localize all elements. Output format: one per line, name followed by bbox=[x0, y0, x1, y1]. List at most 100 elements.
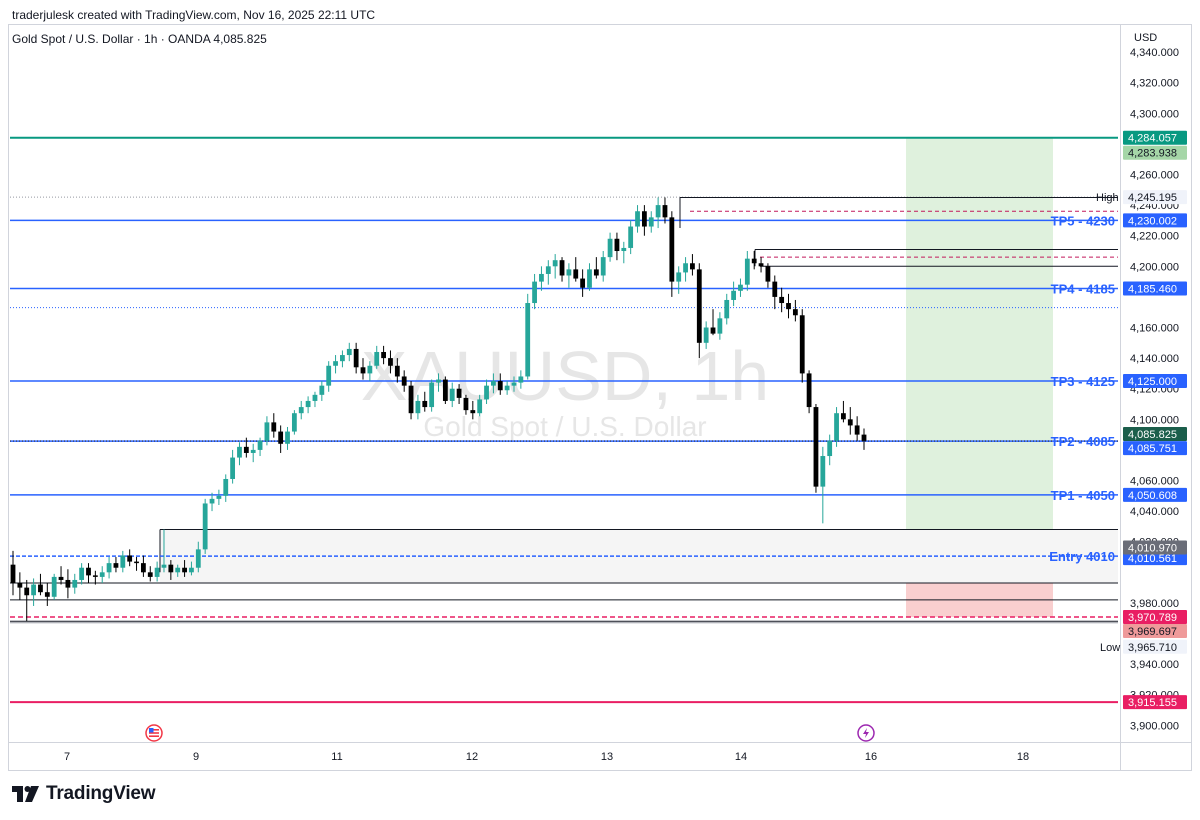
stop-price-tag-bg bbox=[1123, 695, 1187, 710]
candle-body bbox=[841, 413, 846, 420]
candle-body bbox=[449, 388, 455, 401]
candle-body bbox=[703, 327, 709, 343]
candle-body bbox=[491, 381, 496, 386]
candle-body bbox=[580, 278, 586, 288]
symbol-legend[interactable]: Gold Spot / U.S. Dollar · 1h · OANDA 4,0… bbox=[12, 32, 267, 46]
candle-body bbox=[319, 385, 325, 395]
candle-body bbox=[463, 397, 469, 411]
price-chart[interactable]: XAUUSD, 1h Gold Spot / U.S. Dollar TP5 -… bbox=[0, 0, 1200, 780]
candle-body bbox=[436, 379, 441, 383]
level-price-tag: 4,010.561 bbox=[1128, 553, 1177, 565]
candle-body bbox=[209, 498, 215, 504]
candle-body bbox=[738, 284, 743, 291]
candle-body bbox=[154, 567, 160, 577]
level-price-tag: 4,185.460 bbox=[1128, 284, 1177, 296]
candle-body bbox=[360, 367, 366, 374]
candle-body bbox=[676, 272, 682, 282]
candle-body bbox=[278, 431, 284, 444]
low-price-tag: 3,965.710 bbox=[1128, 642, 1177, 654]
candle-body bbox=[44, 592, 50, 597]
candle-body bbox=[388, 358, 393, 366]
y-tick-label: 4,220.000 bbox=[1130, 231, 1179, 243]
candle-body bbox=[17, 583, 23, 588]
candle-body bbox=[539, 273, 544, 282]
candle-body bbox=[285, 431, 290, 444]
x-tick-label: 7 bbox=[64, 751, 70, 763]
x-tick-label: 12 bbox=[466, 751, 478, 763]
candle-body bbox=[401, 376, 407, 386]
y-tick-label: 4,260.000 bbox=[1130, 170, 1179, 182]
candle-body bbox=[779, 296, 785, 304]
candle-body bbox=[189, 567, 194, 573]
target-zone bbox=[906, 137, 1053, 556]
candle-body bbox=[497, 381, 503, 391]
y-tick-label: 3,900.000 bbox=[1130, 720, 1179, 732]
level-price-tag-bg bbox=[1123, 441, 1187, 456]
x-tick-label: 13 bbox=[601, 751, 613, 763]
low-label: Low bbox=[1100, 642, 1120, 654]
candle-body bbox=[202, 503, 208, 550]
candle-body bbox=[326, 365, 332, 386]
candle-body bbox=[250, 449, 256, 453]
level-price-tag-bg bbox=[1123, 374, 1187, 389]
candle-body bbox=[690, 263, 695, 270]
brand-logo[interactable]: TradingView bbox=[12, 783, 156, 805]
candle-body bbox=[31, 584, 36, 596]
candle-body bbox=[120, 555, 126, 568]
candle-body bbox=[223, 478, 229, 496]
candle-body bbox=[765, 266, 771, 282]
candle-body bbox=[51, 576, 57, 597]
candle-body bbox=[257, 440, 263, 450]
tradingview-logo-icon bbox=[12, 786, 39, 802]
candle-body bbox=[484, 385, 489, 400]
candle-body bbox=[854, 425, 860, 435]
candle-body bbox=[587, 269, 592, 288]
level-label: TP5 - 4230 bbox=[1051, 213, 1115, 228]
y-tick-label: 3,940.000 bbox=[1130, 659, 1179, 671]
candle-body bbox=[806, 373, 812, 408]
candle-body bbox=[470, 410, 476, 414]
candle-body bbox=[573, 269, 579, 279]
candle-body bbox=[786, 303, 791, 310]
stop-tag-2: 3,969.697 bbox=[1128, 626, 1177, 638]
candle-body bbox=[628, 226, 634, 248]
time-axis[interactable]: 7 9 11 12 13 14 16 18 bbox=[64, 751, 1029, 763]
candle-body bbox=[834, 413, 839, 441]
candle-body bbox=[333, 361, 338, 366]
level-price-tag: 4,230.002 bbox=[1128, 215, 1177, 227]
created-with-header: traderjulesk created with TradingView.co… bbox=[12, 8, 376, 22]
candle-body bbox=[518, 376, 524, 383]
candle-body bbox=[731, 290, 737, 300]
level-label: Entry 4010 bbox=[1049, 549, 1115, 564]
currency-label: USD bbox=[1134, 32, 1158, 44]
candle-body bbox=[305, 400, 311, 408]
candle-body bbox=[195, 549, 201, 568]
y-tick-label: 4,060.000 bbox=[1130, 476, 1179, 488]
level-price-tag-bg bbox=[1123, 281, 1187, 296]
candle-body bbox=[772, 281, 778, 297]
level-label: TP1 - 4050 bbox=[1051, 488, 1115, 503]
candle-body bbox=[161, 564, 167, 568]
candle-body bbox=[614, 238, 620, 252]
candle-body bbox=[820, 456, 826, 487]
candle-body bbox=[717, 318, 723, 334]
candle-body bbox=[65, 579, 71, 588]
candle-body bbox=[182, 567, 187, 573]
level-price-tag-bg bbox=[1123, 487, 1187, 502]
candle-body bbox=[456, 388, 462, 398]
candle-body bbox=[621, 247, 627, 252]
candle-body bbox=[545, 266, 551, 274]
us-flag-icon[interactable] bbox=[145, 724, 163, 742]
candle-body bbox=[374, 351, 380, 366]
level-price-tag-bg bbox=[1123, 213, 1187, 228]
candle-body bbox=[813, 407, 819, 487]
y-tick-label: 3,980.000 bbox=[1130, 598, 1179, 610]
candle-body bbox=[99, 572, 105, 577]
y-tick-label: 4,200.000 bbox=[1130, 261, 1179, 273]
level-label: TP3 - 4125 bbox=[1051, 374, 1115, 389]
stop-tag-1-bg bbox=[1123, 610, 1187, 625]
price-axis[interactable]: 4,340.000 4,320.000 4,300.000 4,260.000 4,24… bbox=[1130, 47, 1179, 732]
candle-body bbox=[641, 211, 647, 227]
lightning-event-icon[interactable] bbox=[857, 724, 875, 742]
candle-body bbox=[92, 575, 98, 577]
